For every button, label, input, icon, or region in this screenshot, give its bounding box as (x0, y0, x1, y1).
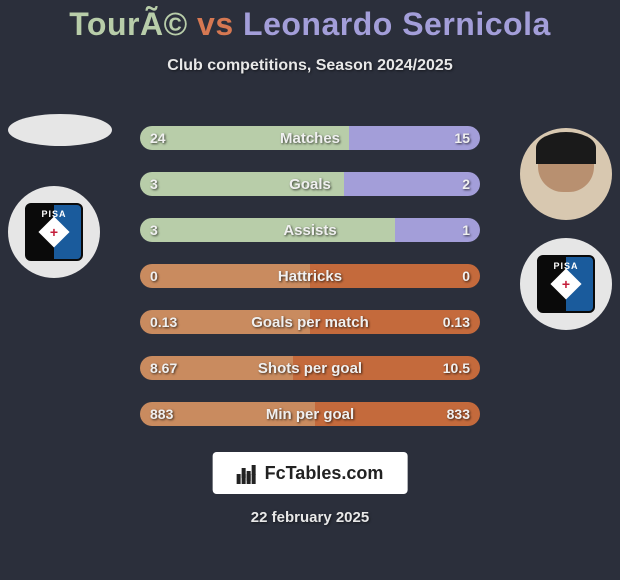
stat-row: 31Assists (140, 218, 480, 242)
stat-row: 883833Min per goal (140, 402, 480, 426)
player1-name: TourÃ© (69, 6, 187, 42)
pisa-badge-icon: PISA (25, 203, 83, 261)
stat-bars: 2415Matches 32Goals 31Assists 00Hattricks 0.… (140, 126, 480, 448)
left-avatars: PISA (8, 114, 112, 292)
stat-row: 00Hattricks (140, 264, 480, 288)
player1-club-badge: PISA (8, 186, 100, 278)
stat-label: Matches (140, 126, 480, 150)
stat-label: Shots per goal (140, 356, 480, 380)
stat-row: 2415Matches (140, 126, 480, 150)
stat-row: 8.6710.5Shots per goal (140, 356, 480, 380)
credit-badge: FcTables.com (213, 452, 408, 494)
player2-club-badge: PISA (520, 238, 612, 330)
stat-label: Assists (140, 218, 480, 242)
stat-label: Goals per match (140, 310, 480, 334)
player2-name: Leonardo Sernicola (243, 6, 551, 42)
vs-text: vs (197, 6, 234, 42)
subtitle: Club competitions, Season 2024/2025 (0, 57, 620, 75)
fctables-logo-icon (237, 462, 259, 484)
stat-label: Min per goal (140, 402, 480, 426)
club-badge-text: PISA (539, 261, 593, 271)
stat-label: Goals (140, 172, 480, 196)
player1-avatar (8, 114, 112, 146)
pisa-badge-icon: PISA (537, 255, 595, 313)
right-avatars: PISA (520, 128, 612, 344)
stat-row: 0.130.13Goals per match (140, 310, 480, 334)
club-badge-text: PISA (27, 209, 81, 219)
date-text: 22 february 2025 (0, 509, 620, 526)
stat-label: Hattricks (140, 264, 480, 288)
player2-avatar (520, 128, 612, 220)
credit-text: FcTables.com (265, 463, 384, 484)
comparison-card: TourÃ© vs Leonardo Sernicola Club compet… (0, 0, 620, 580)
stat-row: 32Goals (140, 172, 480, 196)
page-title: TourÃ© vs Leonardo Sernicola (0, 0, 620, 43)
